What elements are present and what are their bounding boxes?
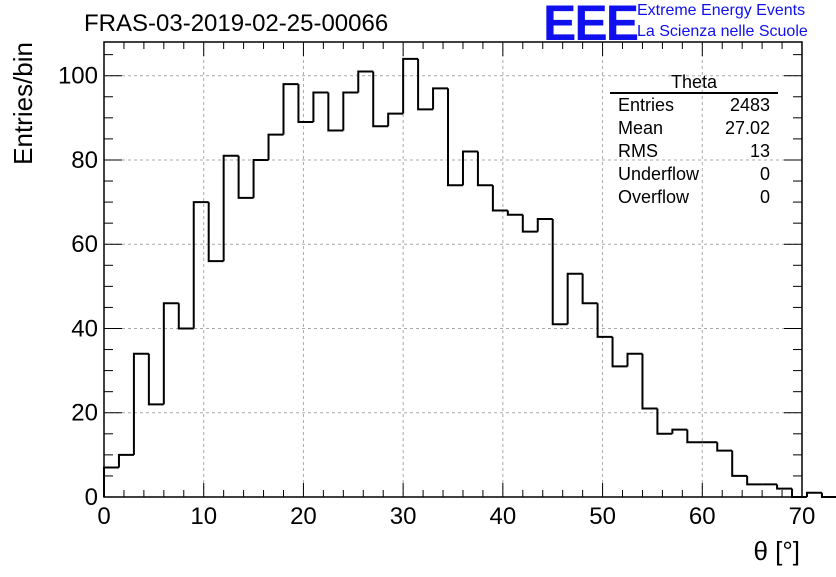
histogram-bin (551, 218, 568, 326)
stats-label: Underflow (618, 164, 700, 184)
stats-title: Theta (610, 72, 778, 94)
stats-value: 2483 (729, 95, 770, 115)
histogram-bin (342, 91, 359, 131)
histogram-bin (746, 475, 763, 486)
histogram-bin (372, 71, 389, 128)
y-axis-label: Entries/bin (8, 42, 38, 165)
histogram-bin (297, 84, 314, 124)
histogram-bin (671, 428, 688, 434)
histogram-bin (491, 185, 508, 212)
histogram-bin (192, 201, 209, 329)
histogram-bin (177, 303, 194, 330)
histogram-bin (805, 491, 822, 497)
histogram-bin (581, 273, 598, 305)
stats-label: Overflow (618, 187, 690, 207)
histogram-bin (506, 210, 523, 216)
x-tick-label: 70 (789, 503, 816, 530)
stats-value: 27.02 (724, 118, 770, 138)
histogram-bin (327, 92, 344, 132)
histogram-bin (731, 450, 748, 477)
x-tick-label: 10 (190, 503, 217, 530)
stats-value: 0 (759, 187, 770, 207)
x-tick-label: 0 (97, 503, 110, 530)
histogram-bin (162, 302, 179, 405)
histogram-bin (656, 408, 673, 435)
histogram-bin (716, 442, 733, 452)
histogram-bin (222, 154, 239, 262)
stats-row-entries: Entries 2483 (610, 94, 778, 117)
histogram-bin (611, 336, 628, 368)
histogram-bin (312, 91, 329, 123)
histogram-bin (686, 429, 703, 444)
y-tick-label: 60 (71, 231, 98, 258)
x-tick-label: 60 (689, 503, 716, 530)
histogram-bin (387, 112, 404, 127)
histogram-bin (461, 150, 478, 186)
x-tick-label: 50 (589, 503, 616, 530)
logo-line-2: La Scienza nelle Scuole (637, 23, 808, 40)
y-tick-label: 0 (85, 484, 98, 511)
histogram-bin (237, 155, 254, 199)
histogram-bin (103, 466, 119, 497)
histogram-bin (357, 70, 374, 93)
histogram-bin (267, 133, 284, 160)
histogram-bin (417, 58, 434, 111)
stats-label: Mean (618, 118, 664, 138)
histogram-bin (252, 158, 269, 198)
eee-logo: EEE (543, 0, 639, 51)
histogram-bin (776, 484, 793, 490)
stats-value: 0 (759, 164, 770, 184)
x-tick-label: 30 (390, 503, 417, 530)
stats-row-underflow: Underflow 0 (610, 163, 778, 186)
chart-title: FRAS-03-2019-02-25-00066 (84, 10, 389, 37)
histogram-bin (432, 87, 449, 110)
x-tick-label: 20 (290, 503, 317, 530)
histogram-bin (791, 488, 807, 498)
histogram-bin (476, 151, 493, 187)
stats-label: Entries (618, 95, 675, 115)
histogram-bin (626, 352, 643, 367)
y-tick-label: 100 (58, 63, 98, 90)
histogram-bin (282, 83, 299, 135)
stats-row-mean: Mean 27.02 (610, 117, 778, 140)
logo-line-1: Extreme Energy Events (637, 2, 806, 19)
histogram-bin (820, 492, 836, 498)
histogram-bin (566, 272, 583, 325)
histogram-bin (402, 57, 419, 114)
y-tick-label: 20 (71, 400, 98, 427)
stats-label: RMS (618, 141, 658, 161)
x-tick-label: 40 (490, 503, 517, 530)
histogram-bin (147, 353, 164, 406)
histogram-bin (447, 88, 463, 187)
histogram-bin (596, 303, 613, 338)
histogram-bin (132, 352, 149, 455)
histogram-bin (521, 214, 538, 233)
histogram-bin (641, 353, 658, 410)
y-tick-label: 80 (71, 147, 98, 174)
histogram-bin (117, 453, 134, 468)
stats-row-overflow: Overflow 0 (610, 186, 778, 209)
histogram-bin (207, 202, 224, 263)
x-axis-label: θ [°] (753, 536, 800, 566)
y-tick-label: 40 (71, 315, 98, 342)
plot-frame (103, 41, 803, 498)
histogram-bin (536, 217, 553, 232)
stats-value: 13 (749, 141, 770, 161)
stats-box: Theta Entries 2483 Mean 27.02 RMS 13 Und… (610, 72, 778, 209)
stats-row-rms: RMS 13 (610, 140, 778, 163)
